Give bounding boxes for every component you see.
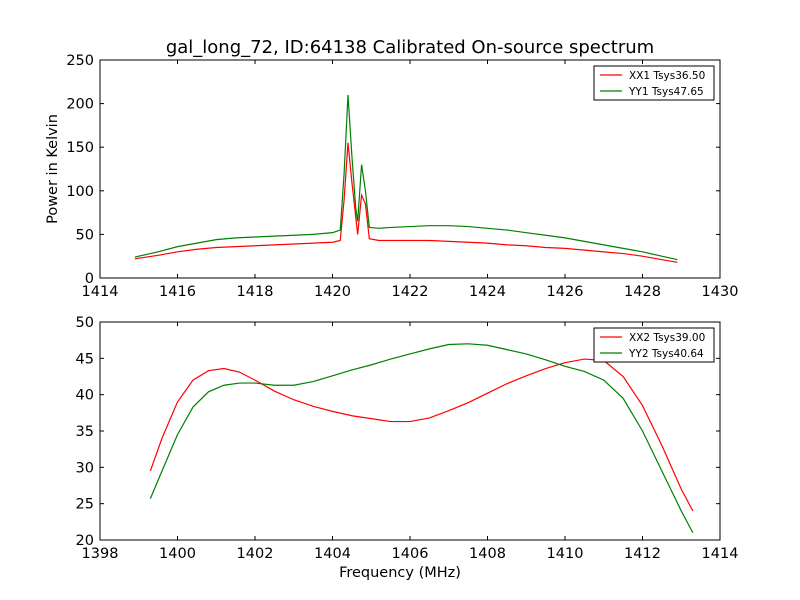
series-line-yy1 [134, 94, 678, 261]
y-tick-label: 25 [76, 497, 94, 513]
y-tick-label: 100 [66, 184, 94, 200]
legend-label: XX2 Tsys39.00 [629, 332, 705, 344]
x-tick-label: 1408 [469, 546, 506, 562]
x-tick-label: 1402 [237, 546, 274, 562]
legend-label: YY2 Tsys40.64 [628, 348, 704, 360]
y-tick-label: 20 [76, 533, 94, 549]
x-tick-label: 1426 [547, 284, 584, 300]
x-axis-label: Frequency (MHz) [339, 565, 461, 581]
figure-title: gal_long_72, ID:64138 Calibrated On-sour… [166, 37, 654, 58]
x-tick-label: 1424 [469, 284, 506, 300]
x-tick-label: 1418 [237, 284, 274, 300]
x-tick-label: 1410 [547, 546, 584, 562]
y-tick-label: 30 [76, 460, 94, 476]
x-tick-label: 1400 [159, 546, 196, 562]
x-tick-label: 1428 [624, 284, 661, 300]
legend: XX2 Tsys39.00 YY2 Tsys40.64 [593, 327, 715, 363]
legend-label: XX1 Tsys36.50 [629, 70, 705, 82]
y-tick-label: 0 [85, 271, 94, 287]
x-tick-label: 1430 [702, 284, 739, 300]
y-tick-label: 40 [76, 388, 94, 404]
x-tick-label: 1416 [159, 284, 196, 300]
legend-label: YY1 Tsys47.65 [628, 86, 704, 98]
x-tick-label: 1404 [314, 546, 351, 562]
y-axis-label: Power in Kelvin [45, 114, 61, 224]
y-tick-label: 50 [76, 227, 94, 243]
x-tick-label: 1398 [82, 546, 119, 562]
x-tick-label: 1412 [624, 546, 661, 562]
y-tick-label: 35 [76, 424, 94, 440]
x-tick-label: 1406 [392, 546, 429, 562]
bottom-plot: 1398 1400 1402 1404 1406 1408 1410 1412 1414 20 25… [76, 315, 739, 581]
series-line-xx1 [134, 142, 678, 263]
y-tick-label: 250 [66, 53, 94, 69]
x-tick-label: 1420 [314, 284, 351, 300]
legend-box [593, 327, 715, 363]
y-tick-label: 200 [66, 97, 94, 113]
legend: XX1 Tsys36.50 YY1 Tsys47.65 [593, 65, 715, 101]
legend-box [593, 65, 715, 101]
series-line-yy2 [149, 343, 694, 534]
x-tick-label: 1422 [392, 284, 429, 300]
top-plot: 1414 1416 1418 1420 1422 1424 1426 1428 1430 0 50 1… [45, 53, 738, 300]
x-tick-label: 1414 [82, 284, 119, 300]
y-tick-label: 45 [76, 351, 94, 367]
y-tick-label: 50 [76, 315, 94, 331]
x-tick-label: 1414 [702, 546, 739, 562]
y-tick-label: 150 [66, 140, 94, 156]
